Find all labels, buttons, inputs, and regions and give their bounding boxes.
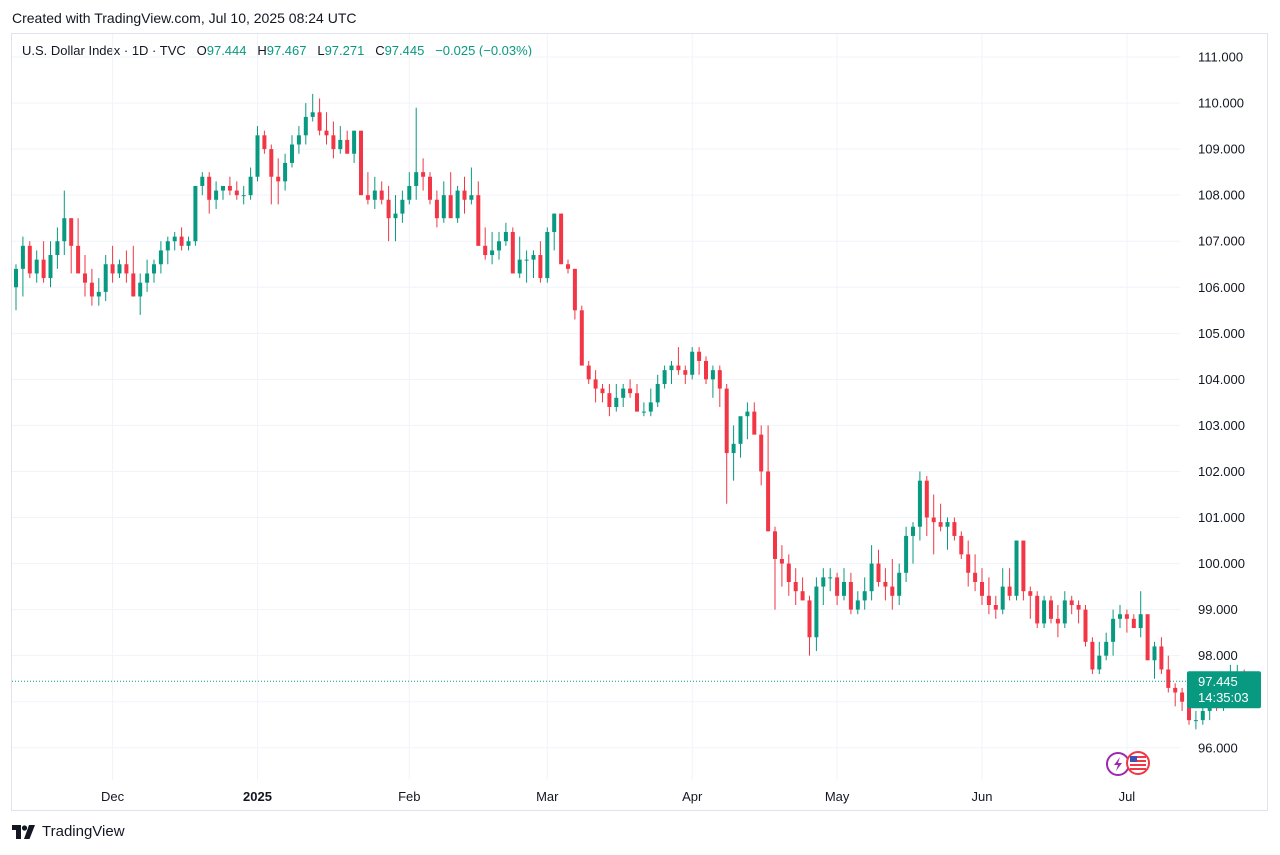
legend-open-label: O (196, 43, 207, 58)
tradingview-logo-icon (12, 824, 35, 839)
legend-change: −0.025 (−0.03%) (435, 43, 533, 58)
chart-frame[interactable] (11, 33, 1268, 811)
legend-open-value: 97.444 (206, 43, 247, 58)
tradingview-brand: TradingView (42, 823, 125, 840)
chart-legend: U.S. Dollar Index · 1D · TVC O97.444 H97… (22, 43, 532, 58)
legend-close-label: C (375, 43, 385, 58)
created-with-text: Created with TradingView.com, Jul 10, 20… (12, 10, 357, 26)
legend-low-label: L (317, 43, 325, 58)
legend-symbol[interactable]: U.S. Dollar Index · 1D · TVC (22, 43, 186, 58)
legend-high-value: 97.467 (266, 43, 307, 58)
legend-close-value: 97.445 (384, 43, 425, 58)
tradingview-logo[interactable]: TradingView (12, 823, 125, 840)
legend-high-label: H (257, 43, 267, 58)
legend-low-value: 97.271 (324, 43, 365, 58)
